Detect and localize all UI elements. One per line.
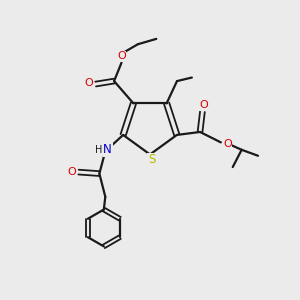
Text: O: O [68,167,76,176]
Text: H: H [95,145,103,155]
Text: O: O [223,139,232,149]
Text: O: O [117,51,126,61]
Text: O: O [85,79,94,88]
Text: O: O [200,100,208,110]
Text: S: S [148,153,155,166]
Text: N: N [103,143,112,156]
